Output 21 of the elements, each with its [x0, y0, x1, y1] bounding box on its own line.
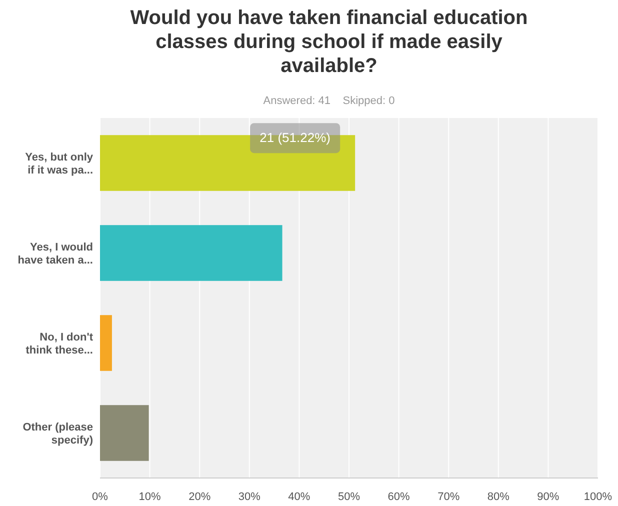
x-tick-label: 100%: [584, 491, 612, 503]
x-tick-label: 90%: [537, 491, 560, 503]
bar: [100, 225, 282, 281]
chart-title: Would you have taken financial education classes during school if made easily available?: [130, 7, 528, 77]
y-tick-label: Yes, I would have taken a...: [18, 242, 93, 266]
x-tick-label: 10%: [138, 491, 162, 503]
y-tick-label: Yes, but only if it was pa...: [25, 152, 94, 176]
x-tick-label: 0%: [92, 491, 108, 503]
x-tick-label: 80%: [487, 491, 510, 503]
bar: [100, 315, 112, 371]
x-tick-label: 30%: [238, 491, 261, 503]
chart-subtitle: Answered: 41 Skipped: 0: [263, 95, 395, 107]
x-tick-label: 20%: [188, 491, 211, 503]
bar: [100, 405, 149, 461]
x-tick-label: 70%: [438, 491, 460, 503]
annotation: 21 (51.22%): [260, 130, 330, 146]
x-tick-label: 50%: [338, 491, 360, 503]
x-tick-label: 40%: [288, 491, 310, 503]
x-tick-label: 60%: [388, 491, 410, 503]
y-tick-label: Other (please specify): [22, 422, 94, 446]
y-tick-label: No, I don't think these...: [26, 332, 94, 356]
